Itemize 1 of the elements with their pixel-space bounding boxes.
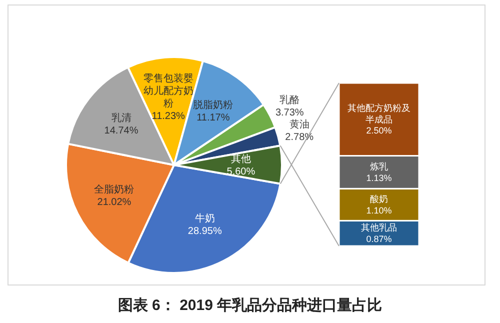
title: 图表 6： 2019 年乳品分品种进口量占比	[118, 297, 382, 314]
